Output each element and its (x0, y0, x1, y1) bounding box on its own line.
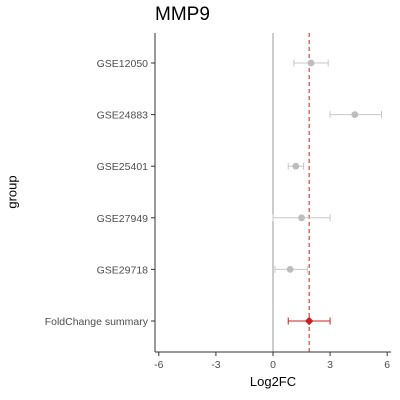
x-tick-label: -6 (154, 359, 163, 371)
y-axis-title: group (4, 175, 20, 209)
study-point (307, 59, 315, 67)
y-tick-label: GSE29718 (97, 264, 149, 276)
summary-point (304, 316, 314, 326)
study-point (298, 214, 305, 222)
chart-title: MMP9 (155, 4, 210, 25)
y-tick-label: GSE24883 (97, 110, 149, 122)
study-point (286, 266, 294, 273)
y-tick-label: FoldChange summary (45, 316, 149, 328)
study-point (292, 162, 300, 170)
y-tick-label: GSE25401 (97, 161, 149, 173)
x-tick-label: 3 (327, 359, 333, 371)
study-point (351, 111, 359, 118)
x-tick-label: 0 (270, 359, 276, 371)
y-tick-label: GSE27949 (97, 213, 149, 225)
x-tick-label: 6 (384, 359, 390, 371)
x-tick-label: -3 (211, 359, 220, 371)
x-axis-title: Log2FC (249, 374, 297, 389)
y-tick-label: GSE12050 (97, 58, 149, 70)
